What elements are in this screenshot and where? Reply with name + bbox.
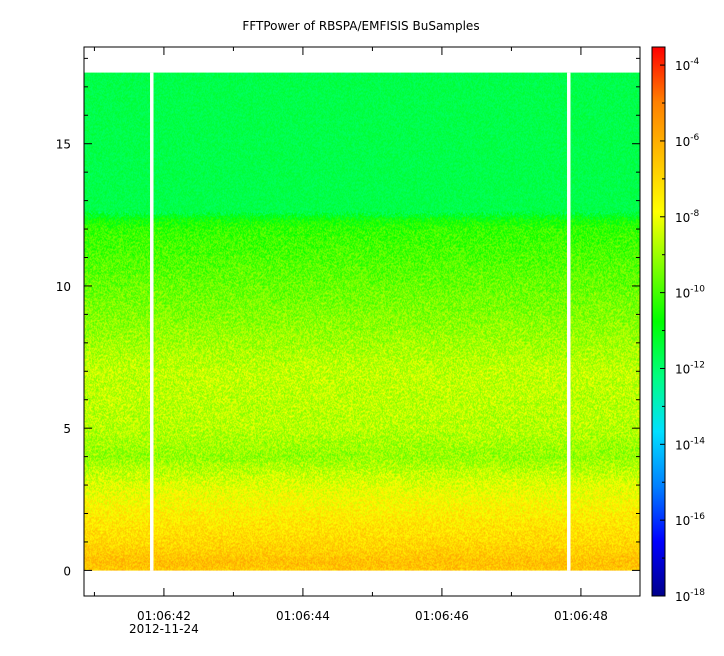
plot-frame [83, 46, 641, 597]
chart-title: FFTPower of RBSPA/EMFISIS BuSamples [242, 19, 479, 33]
data-gap-1 [567, 72, 571, 571]
y-tick-label: 0 [63, 564, 71, 578]
colorbar-tick-label: 10-8 [675, 209, 700, 225]
y-tick-label: 5 [63, 422, 71, 436]
colorbar: 10-18 10-16 10-14 10-12 10-10 10-8 10-6 10-4 [651, 46, 705, 604]
plot-area [83, 46, 641, 597]
colorbar-tick-label: 10-10 [675, 285, 705, 301]
x-tick-label: 01:06:44 [276, 609, 330, 623]
colorbar-tick-label: 10-18 [675, 588, 705, 604]
y-tick-label: 15 [56, 138, 71, 152]
colorbar-tick-label: 10-14 [675, 436, 705, 452]
y-tick-label: 10 [56, 280, 71, 294]
x-tick-date-label: 2012-11-24 [129, 622, 199, 636]
colorbar-tick-label: 10-12 [675, 360, 705, 376]
x-tick-label: 01:06:48 [554, 609, 608, 623]
colorbar-tick-label: 10-16 [675, 512, 705, 528]
spectrogram-image [84, 72, 640, 571]
colorbar-tick-label: 10-6 [675, 133, 700, 149]
y-axis: 0 5 10 15 [56, 57, 640, 578]
x-tick-label: 01:06:42 [137, 609, 191, 623]
data-gap-0 [150, 72, 154, 571]
x-tick-label: 01:06:46 [415, 609, 469, 623]
colorbar-gradient [651, 46, 666, 597]
colorbar-tick-label: 10-4 [675, 57, 700, 73]
